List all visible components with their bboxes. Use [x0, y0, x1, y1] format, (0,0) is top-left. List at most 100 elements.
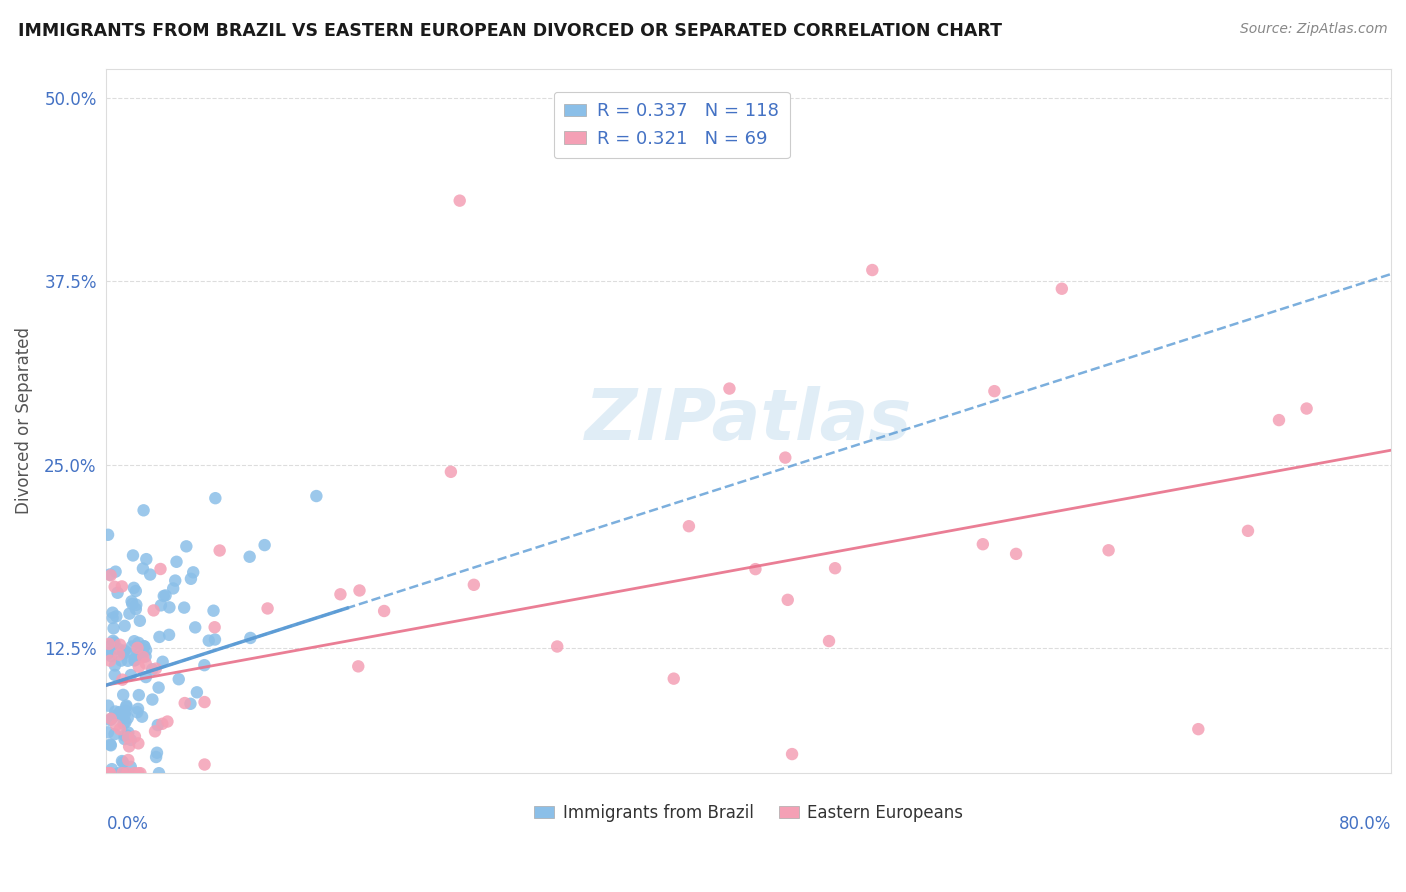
Point — [112, 756, 135, 770]
Point — [101, 633, 124, 648]
Point — [167, 672, 190, 686]
Point — [121, 640, 143, 654]
Point — [141, 692, 163, 706]
Point — [775, 450, 797, 465]
Point — [176, 539, 198, 553]
Point — [112, 688, 135, 702]
Point — [152, 655, 174, 669]
Point — [824, 561, 846, 575]
Point — [713, 120, 735, 135]
Point — [1050, 282, 1073, 296]
Point — [127, 736, 149, 750]
Point — [463, 578, 485, 592]
Point — [132, 650, 155, 665]
Point — [546, 640, 568, 654]
Point — [112, 643, 135, 657]
Point — [440, 465, 463, 479]
Point — [105, 718, 128, 732]
Point — [373, 604, 395, 618]
Point — [135, 643, 157, 657]
Point — [1005, 547, 1028, 561]
Point — [135, 657, 157, 671]
Point — [115, 699, 138, 714]
Point — [193, 757, 215, 772]
Point — [104, 658, 127, 673]
Point — [101, 762, 124, 776]
Point — [100, 739, 122, 753]
Point — [239, 549, 262, 564]
Point — [115, 646, 138, 660]
Point — [662, 672, 685, 686]
Point — [122, 549, 145, 563]
Point — [98, 567, 121, 582]
Point — [132, 561, 155, 575]
Point — [148, 681, 170, 695]
Point — [1187, 722, 1209, 736]
Point — [100, 712, 122, 726]
Point — [193, 658, 215, 673]
Point — [125, 584, 148, 599]
Point — [818, 634, 841, 648]
Point — [128, 688, 150, 702]
Point — [157, 628, 180, 642]
Point — [127, 766, 149, 780]
Point — [305, 489, 328, 503]
Point — [718, 382, 741, 396]
Point — [107, 766, 129, 780]
Point — [104, 709, 127, 723]
Point — [108, 648, 131, 662]
Point — [146, 746, 169, 760]
Point — [128, 636, 150, 650]
Point — [103, 635, 125, 649]
Point — [127, 640, 149, 655]
Point — [131, 709, 153, 723]
Point — [128, 614, 150, 628]
Point — [114, 732, 136, 747]
Point — [98, 654, 121, 668]
Point — [135, 552, 157, 566]
Point — [124, 730, 146, 744]
Point — [122, 766, 145, 780]
Point — [129, 766, 152, 780]
Point — [105, 609, 128, 624]
Point — [184, 620, 207, 634]
Point — [104, 580, 127, 594]
Point — [124, 650, 146, 665]
Point — [111, 766, 134, 780]
Point — [155, 589, 177, 603]
Point — [97, 766, 120, 780]
Point — [143, 724, 166, 739]
Point — [149, 599, 172, 613]
Point — [204, 491, 226, 506]
Point — [108, 638, 131, 652]
Point — [127, 647, 149, 661]
Point — [117, 753, 139, 767]
Text: ZIPatlas: ZIPatlas — [585, 386, 912, 455]
Point — [98, 766, 121, 780]
Point — [120, 668, 142, 682]
Point — [114, 715, 136, 730]
Point — [111, 673, 134, 687]
Point — [202, 604, 225, 618]
Point — [449, 194, 471, 208]
Point — [678, 519, 700, 533]
Point — [111, 579, 134, 593]
Point — [239, 631, 262, 645]
Point — [112, 717, 135, 731]
Point — [148, 766, 170, 780]
Point — [97, 637, 120, 651]
Point — [256, 601, 278, 615]
Point — [156, 714, 179, 729]
Point — [197, 633, 219, 648]
Point — [124, 653, 146, 667]
Point — [972, 537, 994, 551]
Point — [117, 729, 139, 743]
Point — [117, 711, 139, 725]
Point — [127, 705, 149, 719]
Point — [101, 606, 124, 620]
Point — [128, 660, 150, 674]
Point — [173, 600, 195, 615]
Point — [780, 747, 803, 761]
Point — [103, 621, 125, 635]
Point — [173, 696, 195, 710]
